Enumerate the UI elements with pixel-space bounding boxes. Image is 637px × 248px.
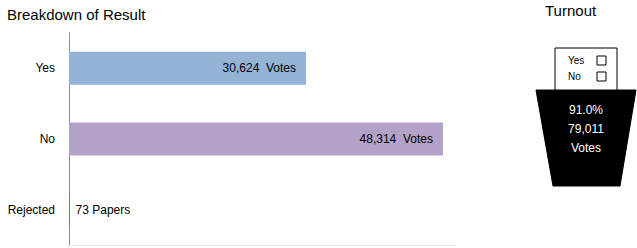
svg-text:30,624 Votes: 30,624 Votes xyxy=(223,61,296,75)
svg-text:79,011: 79,011 xyxy=(568,122,604,136)
svg-text:91.0%: 91.0% xyxy=(569,103,603,117)
svg-text:Yes: Yes xyxy=(35,61,55,75)
svg-text:Turnout: Turnout xyxy=(545,2,597,19)
svg-text:Breakdown of Result: Breakdown of Result xyxy=(7,6,146,23)
svg-text:48,314 Votes: 48,314 Votes xyxy=(360,132,433,146)
svg-text:73 Papers: 73 Papers xyxy=(76,203,131,217)
svg-text:Yes: Yes xyxy=(568,55,584,66)
svg-text:Rejected: Rejected xyxy=(8,203,55,217)
svg-text:Votes: Votes xyxy=(571,141,601,155)
svg-text:No: No xyxy=(568,71,581,82)
svg-text:No: No xyxy=(40,132,56,146)
